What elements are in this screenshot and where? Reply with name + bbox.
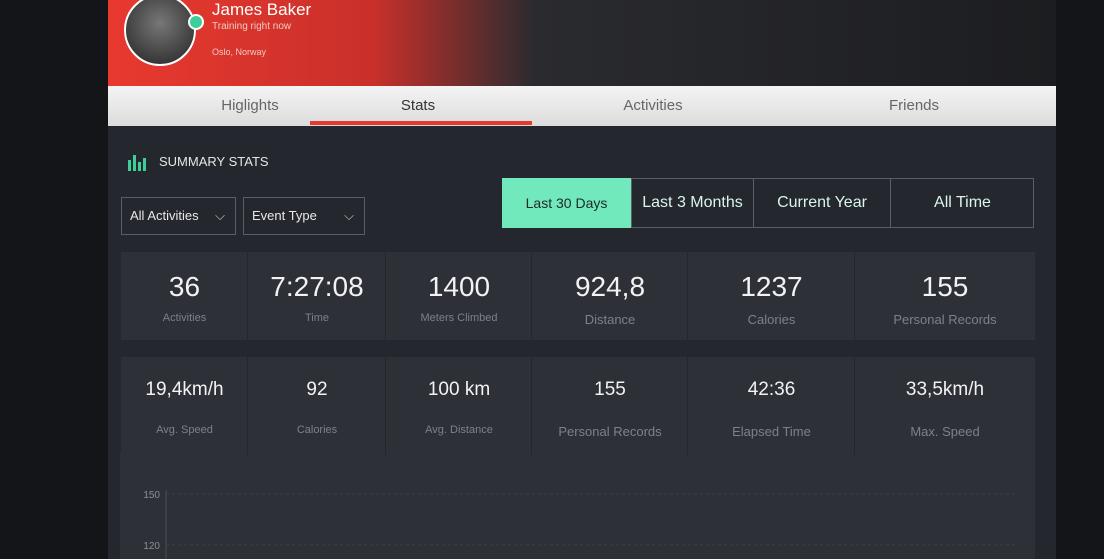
stat-cell: [248, 252, 386, 340]
stat-value: 36: [168, 271, 201, 303]
tab[interactable]: Stats: [400, 97, 436, 114]
stat-cell: [532, 357, 688, 455]
stat-value: 155: [921, 271, 969, 303]
tab-bar: [108, 86, 1056, 126]
verified-badge: [188, 14, 204, 30]
stat-cell: [248, 357, 386, 455]
chevron: ⌵: [215, 208, 225, 223]
stat-cell: [855, 357, 1035, 455]
stat-cell: [386, 252, 532, 340]
stat-value: 42:36: [747, 378, 796, 400]
stat-label: Avg. Distance: [425, 423, 493, 436]
stat-label: Avg. Speed: [156, 423, 213, 436]
range-button[interactable]: Current Year: [753, 178, 890, 228]
stat-label: Personal Records: [558, 423, 662, 439]
filter-dropdown[interactable]: All Activities ⌵: [121, 197, 236, 235]
avatar: [124, 0, 196, 66]
filter-dropdown[interactable]: Event Type ⌵: [243, 197, 365, 235]
stat-label: Meters Climbed: [420, 311, 498, 324]
stat-cell: [688, 252, 855, 340]
profile-header: [108, 0, 1056, 88]
stats-row: [121, 252, 1035, 340]
stat-label: Calories: [296, 423, 338, 436]
range-button[interactable]: Last 3 Months: [631, 178, 753, 228]
stat-label: Time: [304, 311, 330, 324]
section-title: SUMMARY STATS: [159, 154, 269, 169]
stat-label: Max. Speed: [910, 423, 980, 439]
stat-cell: [386, 357, 532, 455]
stat-value: 100 km: [427, 378, 491, 400]
profile-location: Oslo, Norway: [212, 47, 267, 57]
active-tab-indicator: [310, 121, 532, 125]
y-tick-label: 150: [143, 490, 160, 501]
stat-value: 1237: [740, 271, 803, 303]
stat-value: 155: [594, 378, 626, 400]
profile-name: James Baker: [212, 0, 312, 19]
dropdown-label: All Activities: [130, 208, 199, 223]
stat-label: Distance: [584, 311, 636, 327]
tab[interactable]: Higlights: [221, 97, 279, 114]
stat-value: 1400: [427, 271, 491, 303]
stats-row: [121, 357, 1035, 455]
stat-label: Calories: [747, 311, 796, 327]
stat-label: Personal Records: [893, 311, 997, 327]
range-button[interactable]: All Time: [890, 178, 1034, 228]
tab[interactable]: Friends: [888, 97, 940, 114]
chevron: ⌵: [344, 208, 354, 223]
stat-value: 924,8: [574, 271, 646, 303]
stat-cell: [121, 252, 248, 340]
stat-value: 33,5km/h: [905, 378, 985, 400]
stat-value: 19,4km/h: [145, 378, 224, 400]
stats-icon: [128, 155, 146, 171]
stat-label: Elapsed Time: [732, 423, 811, 439]
stat-cell: [532, 252, 688, 340]
stat-value: 92: [306, 378, 328, 400]
range-button[interactable]: Last 30 Days: [502, 178, 631, 228]
stat-value: 7:27:08: [270, 271, 364, 303]
profile-status: Training right now: [212, 21, 292, 32]
chart-panel: [120, 452, 1035, 559]
stat-cell: [688, 357, 855, 455]
stat-label: Activities: [162, 311, 207, 324]
dropdown-label: Event Type: [252, 208, 317, 223]
chart: 150 120: [143, 490, 1015, 559]
y-tick-label: 120: [143, 541, 160, 552]
stat-cell: [121, 357, 248, 455]
tab[interactable]: Activities: [623, 97, 683, 114]
